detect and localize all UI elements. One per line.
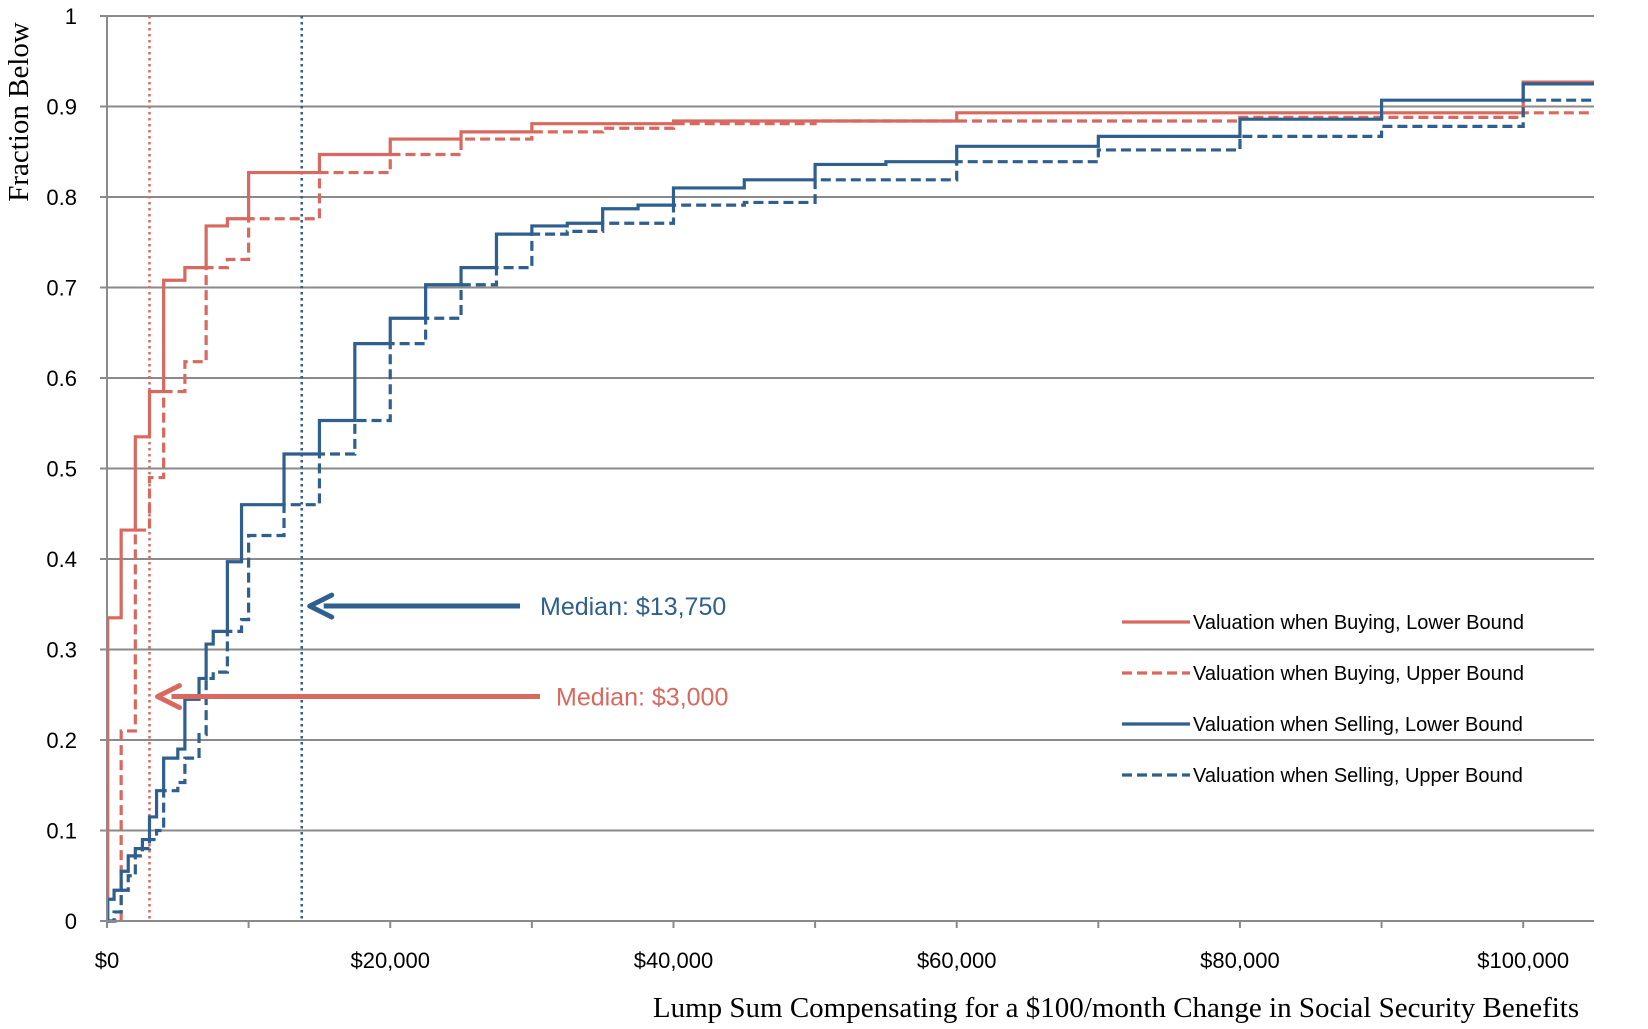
- y-tick-label: 0.5: [46, 457, 77, 482]
- median-annotation-label: Median: $13,750: [540, 593, 726, 621]
- legend-label: Valuation when Selling, Lower Bound: [1193, 714, 1523, 736]
- y-tick-label: 0.1: [46, 819, 77, 844]
- median-reference-lines: [148, 16, 303, 921]
- x-tick-label: $40,000: [634, 948, 714, 973]
- y-tick-label: 0.3: [46, 638, 77, 663]
- annotation-arrow-head: [154, 683, 182, 711]
- x-tick-label: $100,000: [1477, 948, 1569, 973]
- axes: 0 0.1 0.2 0.3 0.4 0.5 0.6 0.7 0.8 0.9 1 $0 $20,000 $4…: [46, 4, 1594, 973]
- gridlines: [107, 15, 1594, 832]
- series-line-4: [107, 98, 1594, 923]
- y-tick-label: 0: [65, 909, 77, 934]
- series-lines: [106, 80, 1594, 923]
- legend-label: Valuation when Buying, Lower Bound: [1193, 612, 1524, 634]
- median-annotations: Median: $13,750 Median: $3,000: [154, 592, 728, 712]
- x-tick-label: $80,000: [1200, 948, 1280, 973]
- series-line-2: [107, 111, 1594, 923]
- y-tick-label: 1: [65, 4, 77, 29]
- x-axis-title: Lump Sum Compensating for a $100/month C…: [653, 992, 1579, 1024]
- x-tick-label: $20,000: [350, 948, 430, 973]
- y-tick-label: 0.6: [46, 366, 77, 391]
- series-line-1: [106, 80, 1594, 923]
- y-tick-label: 0.4: [46, 547, 77, 572]
- median-annotation-label: Median: $3,000: [556, 684, 728, 712]
- legend-label: Valuation when Buying, Upper Bound: [1193, 663, 1524, 685]
- y-tick-label: 0.9: [46, 95, 77, 120]
- annotation-arrow-head: [307, 592, 335, 620]
- y-tick-label: 0.8: [46, 185, 77, 210]
- y-tick-label: 0.7: [46, 276, 77, 301]
- x-tick-label: $60,000: [917, 948, 997, 973]
- series-line-3: [106, 82, 1594, 923]
- y-axis-title: Fraction Below: [3, 22, 35, 202]
- legend-label: Valuation when Selling, Upper Bound: [1193, 765, 1523, 787]
- legend: Valuation when Buying, Lower Bound Valuat…: [1122, 612, 1524, 787]
- y-tick-label: 0.2: [46, 728, 77, 753]
- x-tick-label: $0: [95, 948, 119, 973]
